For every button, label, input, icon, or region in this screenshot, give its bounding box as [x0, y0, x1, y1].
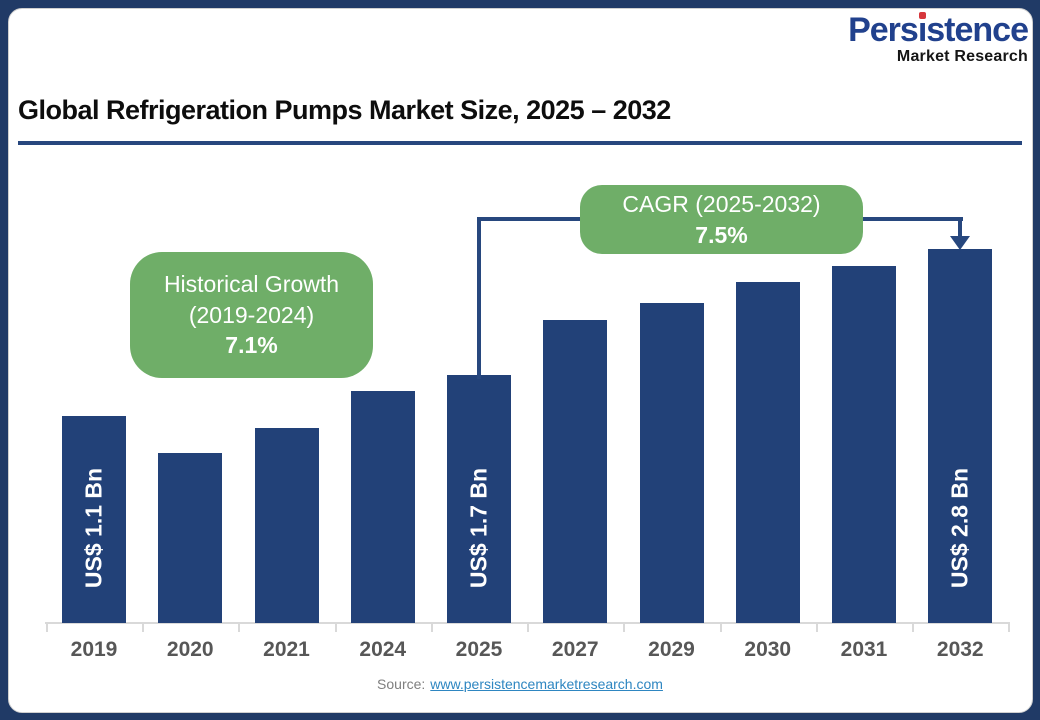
bracket-riser-line [477, 217, 481, 379]
callout-line: Historical Growth [163, 270, 340, 297]
historical-growth-callout: Historical Growth (2019-2024) 7.1% [130, 252, 373, 378]
bracket-left-line [477, 217, 583, 221]
bracket-right-line [861, 217, 963, 221]
callout-line: CAGR (2025-2032) [622, 190, 821, 217]
source-line: Source: www.persistencemarketresearch.com [0, 676, 1040, 692]
chart-title: Global Refrigeration Pumps Market Size, … [18, 95, 671, 125]
brand-tagline: Market Research [896, 48, 1028, 65]
cagr-callout: CAGR (2025-2032) 7.5% [580, 185, 863, 254]
logo-i-dot: ı [917, 11, 928, 49]
bracket-drop-line [958, 217, 962, 237]
callout-percent: 7.1% [225, 332, 278, 359]
title-underline [18, 141, 1022, 145]
callout-line: (2019-2024) [188, 301, 315, 328]
brand-name: Persıstence [848, 11, 1029, 49]
source-label: Source: [377, 676, 426, 692]
brand-logo: Persıstence Market Research [848, 11, 1029, 65]
callout-percent: 7.5% [695, 221, 748, 248]
arrow-down-icon [950, 236, 970, 250]
source-link[interactable]: www.persistencemarketresearch.com [430, 676, 663, 692]
